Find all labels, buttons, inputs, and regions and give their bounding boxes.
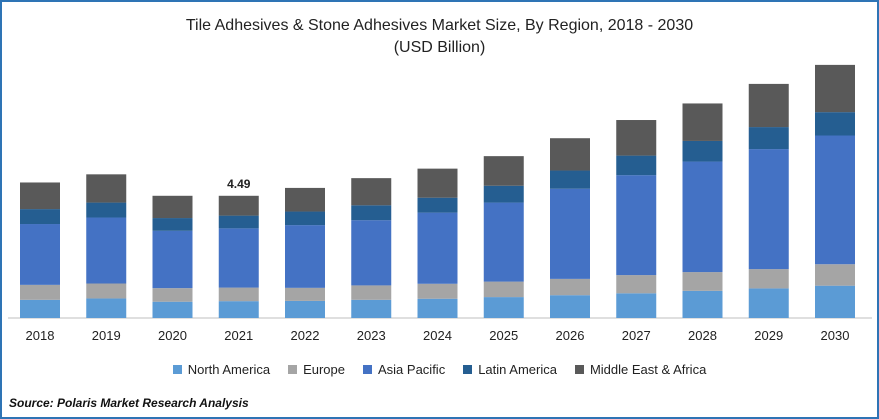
- data-label-2021: 4.49: [227, 177, 251, 191]
- legend-item: Europe: [288, 362, 345, 377]
- x-tick-label: 2026: [556, 328, 585, 343]
- bar-segment-2026-europe: [550, 278, 590, 296]
- bar-segment-2024-north-america: [417, 298, 458, 318]
- chart-subtitle: (USD Billion): [393, 39, 486, 56]
- bar-segment-2028-middle-east-africa: [682, 103, 723, 141]
- bar-segment-2018-latin-america: [20, 209, 60, 225]
- legend-swatch: [172, 365, 182, 374]
- bar-segment-2028-asia-pacific: [682, 161, 723, 273]
- legend-label: Asia Pacific: [378, 362, 446, 377]
- bar-segment-2023-latin-america: [351, 205, 392, 221]
- bar-segment-2028-europe: [682, 272, 723, 291]
- bar-segment-2022-latin-america: [285, 211, 325, 226]
- x-tick-label: 2028: [688, 328, 717, 343]
- x-tick-label: 2019: [92, 328, 121, 343]
- bar-segment-2030-asia-pacific: [815, 135, 855, 265]
- bar-segment-2018-middle-east-africa: [20, 182, 60, 210]
- bar-segment-2026-latin-america: [550, 170, 590, 189]
- legend-swatch: [463, 365, 473, 374]
- bar-segment-2027-north-america: [616, 293, 657, 318]
- source-note: Source: Polaris Market Research Analysis: [9, 396, 249, 410]
- bar-segment-2018-north-america: [20, 299, 60, 318]
- bar-segment-2029-latin-america: [748, 127, 789, 150]
- legend-label: Europe: [303, 362, 345, 377]
- bar-segment-2019-asia-pacific: [86, 217, 127, 284]
- bar-segment-2027-europe: [616, 275, 657, 294]
- bar-segment-2018-asia-pacific: [20, 224, 60, 285]
- legend-item: Asia Pacific: [363, 362, 445, 377]
- bar-segment-2024-middle-east-africa: [417, 168, 458, 198]
- x-tick-label: 2027: [622, 328, 651, 343]
- x-tick-label: 2021: [224, 328, 253, 343]
- x-tick-label: 2023: [357, 328, 386, 343]
- bar-segment-2019-latin-america: [86, 202, 127, 218]
- bar-segment-2022-middle-east-africa: [285, 187, 325, 212]
- bar-segment-2018-europe: [20, 284, 60, 300]
- bar-segment-2023-asia-pacific: [351, 220, 392, 286]
- bar-segment-2020-europe: [152, 288, 193, 302]
- bar-segment-2021-latin-america: [218, 215, 259, 229]
- legend-label: Middle East & Africa: [589, 362, 707, 377]
- legend-label: North America: [187, 362, 271, 377]
- x-tick-label: 2018: [26, 328, 55, 343]
- x-tick-label: 2020: [158, 328, 187, 343]
- bar-segment-2030-north-america: [815, 285, 855, 318]
- legend-label: Latin America: [478, 362, 557, 377]
- bar-segment-2020-latin-america: [152, 218, 193, 231]
- bar-segment-2023-north-america: [351, 299, 392, 318]
- bar-segment-2025-north-america: [483, 297, 524, 318]
- x-tick-label: 2025: [489, 328, 518, 343]
- bar-segment-2026-middle-east-africa: [550, 138, 590, 171]
- bar-segment-2022-europe: [285, 287, 325, 301]
- legend-item: Latin America: [463, 362, 557, 377]
- bar-segment-2019-europe: [86, 283, 127, 299]
- legend-swatch: [574, 365, 584, 374]
- bar-segment-2025-latin-america: [483, 185, 524, 203]
- bar-segment-2030-latin-america: [815, 112, 855, 136]
- bar-segment-2021-middle-east-africa: [218, 195, 259, 216]
- bar-segment-2028-north-america: [682, 290, 723, 318]
- x-tick-label: 2029: [754, 328, 783, 343]
- bar-segment-2020-north-america: [152, 301, 193, 318]
- bar-segment-2024-europe: [417, 283, 458, 299]
- bar-segment-2022-north-america: [285, 300, 325, 318]
- bar-segment-2028-latin-america: [682, 140, 723, 162]
- bar-segment-2030-europe: [815, 264, 855, 286]
- bar-segment-2029-europe: [748, 269, 789, 289]
- bar-segment-2019-middle-east-africa: [86, 174, 127, 203]
- bar-segment-2019-north-america: [86, 298, 127, 318]
- bar-segment-2023-middle-east-africa: [351, 178, 392, 206]
- bar-segment-2029-middle-east-africa: [748, 83, 789, 128]
- bar-segment-2020-asia-pacific: [152, 230, 193, 289]
- legend-item: North America: [172, 362, 271, 377]
- x-tick-label: 2030: [821, 328, 850, 343]
- bar-segment-2021-asia-pacific: [218, 228, 259, 288]
- legend-swatch: [288, 365, 298, 374]
- bar-segment-2026-north-america: [550, 295, 590, 318]
- bar-segment-2027-latin-america: [616, 155, 657, 176]
- bar-segment-2029-asia-pacific: [748, 149, 789, 270]
- x-tick-label: 2022: [291, 328, 320, 343]
- chart-legend: North America Europe Asia Pacific Latin Ame…: [0, 362, 879, 377]
- bar-segment-2025-asia-pacific: [483, 202, 524, 282]
- bar-segment-2027-asia-pacific: [616, 175, 657, 276]
- bar-segment-2029-north-america: [748, 288, 789, 318]
- legend-item: Middle East & Africa: [574, 362, 707, 377]
- bar-segment-2022-asia-pacific: [285, 225, 325, 288]
- bar-segment-2024-asia-pacific: [417, 212, 458, 284]
- bar-segment-2020-middle-east-africa: [152, 195, 193, 219]
- chart-title: Tile Adhesives & Stone Adhesives Market …: [185, 17, 694, 34]
- bar-segment-2025-middle-east-africa: [483, 156, 524, 186]
- bar-segment-2023-europe: [351, 285, 392, 300]
- bar-segment-2024-latin-america: [417, 197, 458, 213]
- x-tick-label: 2024: [423, 328, 452, 343]
- bar-segment-2025-europe: [483, 281, 524, 298]
- legend-swatch: [363, 365, 372, 374]
- bar-segment-2026-asia-pacific: [550, 188, 590, 279]
- bar-segment-2021-europe: [218, 287, 259, 302]
- bar-segment-2030-middle-east-africa: [815, 64, 855, 113]
- bar-segment-2027-middle-east-africa: [616, 120, 657, 156]
- bar-segment-2021-north-america: [218, 301, 259, 318]
